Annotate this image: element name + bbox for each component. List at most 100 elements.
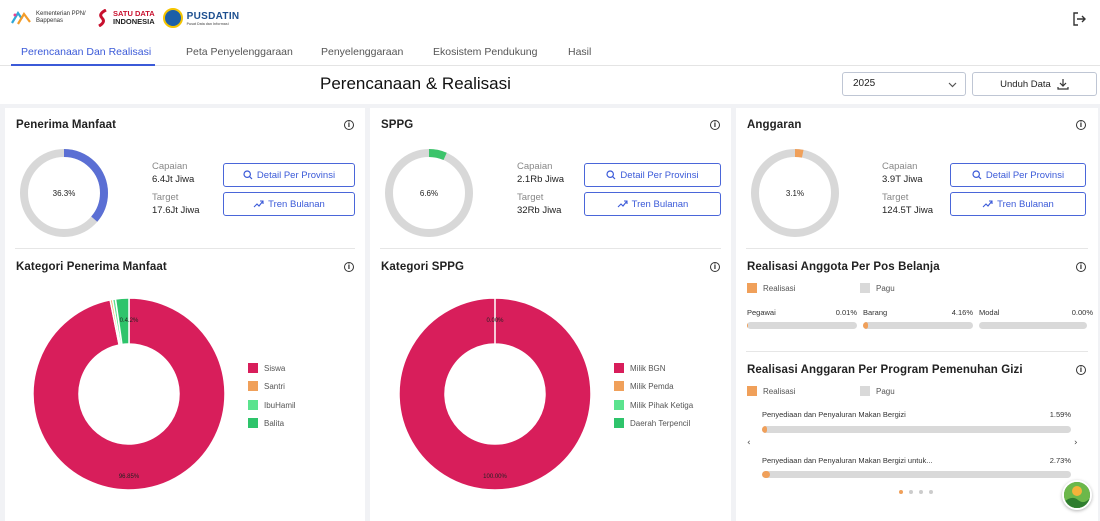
gauge-sppg: 6.6% [385,149,473,237]
logout-icon[interactable] [1072,12,1086,26]
tren-bulanan-button[interactable]: Tren Bulanan [584,192,721,216]
pos-label: Modal [979,308,1000,317]
legend-item: Milik Pemda [614,381,674,391]
legend-label: Siswa [264,363,286,373]
pos-bar-fill [863,322,868,329]
button-label: Tren Bulanan [631,198,689,210]
satudata-mark-icon [98,9,107,27]
legend-label: Milik Pemda [630,381,674,391]
tab-hasil[interactable]: Hasil [568,46,592,58]
trend-icon [253,200,264,208]
satudata-logo: SATU DATA INDONESIA [96,9,155,27]
legend-label: Realisasi [763,386,796,396]
info-icon[interactable]: i [1076,120,1086,130]
bappenas-logo: Kementerian PPN/ Bappenas [10,9,88,27]
card-title: Realisasi Anggaran Per Program Pemenuhan… [747,364,1023,376]
program-pct: 2.73% [1049,456,1071,465]
capaian-label: Capaian [882,161,918,172]
target-value: 32Rb Jiwa [517,205,562,216]
divider [15,248,355,249]
carousel-dot[interactable] [899,490,903,494]
info-icon[interactable]: i [1076,365,1086,375]
program-bar-fill [762,471,771,478]
donut-slice-balita[interactable] [114,297,130,346]
legend-swatch [860,283,870,293]
card-anggaran: Anggaran i 3.1% Capaian 3.9T Jiwa Target… [736,108,1098,521]
legend-item: Pagu [860,386,895,396]
carousel-next-icon[interactable]: › [1074,438,1078,448]
detail-per-provinsi-button[interactable]: Detail Per Provinsi [584,163,721,187]
logo-group: Kementerian PPN/ Bappenas SATU DATA INDO… [10,8,239,28]
card-title: Penerima Manfaat [16,119,117,131]
info-icon[interactable]: i [344,262,354,272]
legend-swatch [747,283,757,293]
kemendikdasmen-emblem-icon [162,8,183,28]
year-select[interactable]: 2025 [842,72,966,96]
card-title: Realisasi Anggota Per Pos Belanja [747,261,940,273]
legend-label: Balita [264,418,285,428]
tab-peta-penyelenggaraan[interactable]: Peta Penyelenggaraan [186,46,293,58]
carousel-dot[interactable] [909,490,913,494]
capaian-value: 3.9T Jiwa [882,174,923,185]
satudata-line2: INDONESIA [113,17,155,26]
tab-penyelenggaraan[interactable]: Penyelenggaraan [321,46,404,58]
divider [746,351,1088,352]
year-select-value: 2025 [853,78,876,89]
target-value: 124.5T Jiwa [882,205,934,216]
tren-bulanan-button[interactable]: Tren Bulanan [950,192,1086,216]
carousel-dot[interactable] [929,490,933,494]
legend-swatch [614,381,624,391]
program-bar-track [762,471,1071,478]
pos-label: Pegawai [747,308,776,317]
tab-ekosistem-pendukung[interactable]: Ekosistem Pendukung [433,46,538,58]
divider [380,248,721,249]
donut-slice-siswa[interactable] [32,297,226,491]
pos-pct: 4.16% [951,308,973,317]
legend-label: Milik Pihak Ketiga [630,400,694,410]
legend-swatch [248,381,258,391]
pos-pct: 0.00% [1071,308,1093,317]
donut-slice-milik-bgn[interactable] [398,297,592,491]
gauge-value: 3.1% [786,189,804,198]
legend-item: Pagu [860,283,895,293]
button-label: Tren Bulanan [268,198,325,210]
legend-label: Realisasi [763,283,796,293]
tren-bulanan-button[interactable]: Tren Bulanan [223,192,355,216]
donut-data-label: 96.85% [119,474,140,480]
pusdatin-subtitle: Pusat Data dan Informasi [186,21,229,26]
detail-per-provinsi-button[interactable]: Detail Per Provinsi [223,163,355,187]
legend-item: Realisasi [747,386,795,396]
pos-bar-track [747,322,857,329]
detail-per-provinsi-button[interactable]: Detail Per Provinsi [950,163,1086,187]
legend-swatch [248,400,258,410]
pos-label: Barang [863,308,888,317]
carousel-prev-icon[interactable]: ‹ [747,438,751,448]
info-icon[interactable]: i [344,120,354,130]
program-label: Penyediaan dan Penyaluran Makan Bergizi [762,410,906,419]
tab-perencanaan-dan-realisasi[interactable]: Perencanaan Dan Realisasi [21,46,152,58]
capaian-value: 6.4Jt Jiwa [152,174,195,185]
carousel-dot[interactable] [919,490,923,494]
page-title: Perencanaan & Realisasi [320,74,511,93]
bappenas-text: Kementerian PPN/ Bappenas [36,11,86,24]
legend-item: Realisasi [747,283,795,293]
card-title: Kategori SPPG [381,261,465,273]
info-icon[interactable]: i [1076,262,1086,272]
trend-icon [982,200,993,208]
download-button[interactable]: Unduh Data [972,72,1097,96]
nav-tabs: Perencanaan Dan Realisasi Peta Penyeleng… [0,40,1100,66]
chevron-down-icon [948,82,957,88]
pos-pct: 0.01% [835,308,857,317]
info-icon[interactable]: i [710,120,720,130]
title-row: Perencanaan & Realisasi 2025 Unduh Data [0,66,1100,104]
legend-label: Daerah Terpencil [630,418,691,428]
card-sppg: SPPG i 6.6% Capaian 2.1Rb Jiwa Target 32… [370,108,731,521]
assistant-avatar-icon[interactable] [1062,480,1092,510]
legend-swatch [248,418,258,428]
card-title: SPPG [381,119,414,131]
legend-item: Balita [248,418,284,428]
search-icon [972,170,982,180]
legend-swatch [860,386,870,396]
info-icon[interactable]: i [710,262,720,272]
pusdatin-text: PUSDATIN Pusat Data dan Informasi [187,11,240,26]
